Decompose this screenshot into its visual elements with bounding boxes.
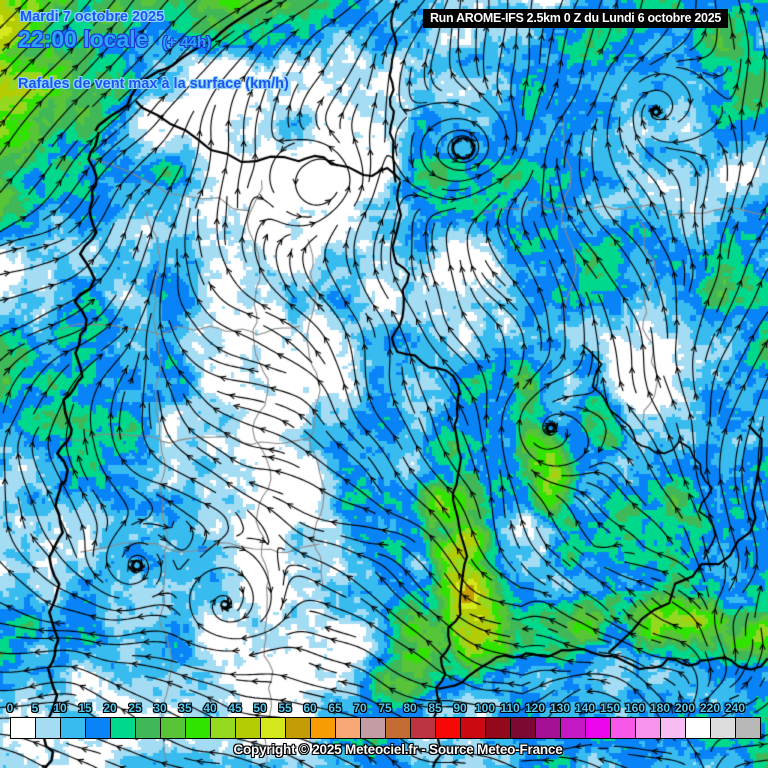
legend-swatch — [535, 717, 561, 739]
legend-swatch — [85, 717, 111, 739]
legend-label: 140 — [574, 701, 596, 715]
legend-label: 120 — [524, 701, 546, 715]
legend-swatch — [60, 717, 86, 739]
legend-swatch — [110, 717, 136, 739]
legend-label: 5 — [31, 701, 39, 715]
legend-swatch — [260, 717, 286, 739]
legend-label: 100 — [474, 701, 496, 715]
legend-label: 70 — [353, 701, 367, 715]
legend-label: 160 — [624, 701, 646, 715]
legend-label: 25 — [128, 701, 142, 715]
legend-label: 55 — [278, 701, 292, 715]
legend-label: 75 — [378, 701, 392, 715]
legend-label: 45 — [228, 701, 242, 715]
legend-label: 60 — [303, 701, 317, 715]
legend-swatch — [485, 717, 511, 739]
legend-label: 10 — [53, 701, 67, 715]
valid-time: 22:00 locale (+ 44h) — [18, 26, 211, 53]
valid-date: Mardi 7 octobre 2025 — [20, 9, 165, 25]
legend-swatch — [585, 717, 611, 739]
legend-swatch — [235, 717, 261, 739]
legend-label: 110 — [500, 701, 520, 715]
forecast-offset: (+ 44h) — [162, 34, 212, 51]
legend-label: 30 — [153, 701, 167, 715]
legend-swatch — [310, 717, 336, 739]
legend-swatch — [285, 717, 311, 739]
legend-label: 20 — [103, 701, 117, 715]
map-subtitle: Rafales de vent max à la surface (km/h) — [18, 76, 289, 92]
legend-scale-labels: 0 5 10 15 20 25 30 35 40 45 50 55 60 65 70 75 80 85 90 100 1… — [6, 701, 768, 716]
legend-label: 15 — [78, 701, 92, 715]
legend-swatch — [135, 717, 161, 739]
legend-label: 180 — [649, 701, 671, 715]
legend-label: 50 — [253, 701, 267, 715]
legend-label: 220 — [699, 701, 721, 715]
legend-swatch — [435, 717, 461, 739]
legend-label: 130 — [549, 701, 571, 715]
legend-label: 0 — [6, 701, 14, 715]
legend-label: 80 — [403, 701, 417, 715]
legend-swatch — [460, 717, 486, 739]
legend-label: 35 — [178, 701, 192, 715]
run-info-bar: Run AROME-IFS 2.5km 0 Z du Lundi 6 octob… — [422, 9, 728, 28]
legend-label: 200 — [674, 701, 696, 715]
legend-swatch — [560, 717, 586, 739]
legend-label: 40 — [203, 701, 217, 715]
legend-swatch — [35, 717, 61, 739]
legend-swatch — [610, 717, 636, 739]
legend-swatch — [335, 717, 361, 739]
legend-swatch — [410, 717, 436, 739]
valid-time-text: 22:00 locale — [18, 26, 149, 52]
legend-swatch — [210, 717, 236, 739]
legend-swatch — [360, 717, 386, 739]
legend-swatch — [710, 717, 736, 739]
legend-color-scale — [10, 717, 762, 739]
legend-label: 85 — [428, 701, 442, 715]
legend-swatch — [10, 717, 36, 739]
legend-swatch — [510, 717, 536, 739]
legend-swatch — [185, 717, 211, 739]
legend-label: 150 — [599, 701, 621, 715]
legend-swatch — [660, 717, 686, 739]
legend-label: 240 — [724, 701, 746, 715]
legend-swatch — [635, 717, 661, 739]
legend-swatch — [160, 717, 186, 739]
legend-swatch — [685, 717, 711, 739]
legend-label: 90 — [453, 701, 467, 715]
copyright-notice: Copyright © 2025 Meteociel.fr - Source M… — [233, 742, 563, 757]
legend-label: 65 — [328, 701, 342, 715]
legend-swatch — [385, 717, 411, 739]
legend-swatch — [735, 717, 761, 739]
